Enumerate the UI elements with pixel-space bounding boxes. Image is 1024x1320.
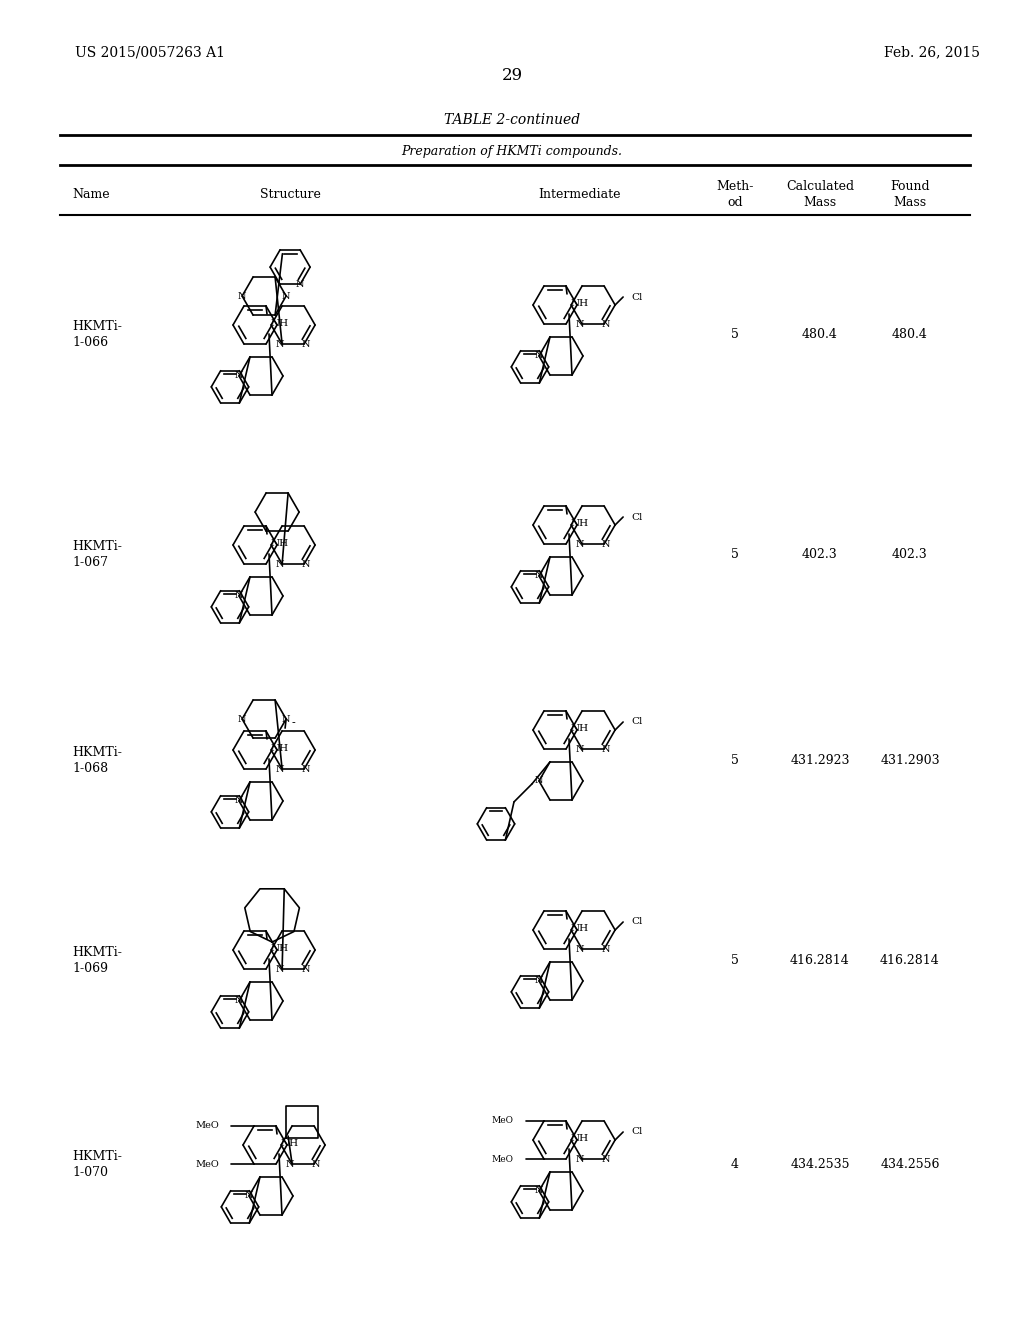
- Text: Cl: Cl: [631, 917, 642, 927]
- Text: NH: NH: [571, 1134, 589, 1143]
- Text: N: N: [575, 945, 585, 953]
- Text: Preparation of HKMTi compounds.: Preparation of HKMTi compounds.: [401, 145, 623, 158]
- Text: N: N: [312, 1159, 321, 1168]
- Text: N: N: [282, 714, 291, 723]
- Text: N: N: [302, 764, 310, 774]
- Text: od: od: [727, 197, 742, 210]
- Text: HKMTi-: HKMTi-: [72, 746, 122, 759]
- Text: Mass: Mass: [893, 197, 927, 210]
- Text: N: N: [302, 560, 310, 569]
- Text: 431.2923: 431.2923: [791, 754, 850, 767]
- Text: 480.4: 480.4: [892, 329, 928, 342]
- Text: Feb. 26, 2015: Feb. 26, 2015: [884, 45, 980, 59]
- Text: Found: Found: [890, 181, 930, 194]
- Text: 1-069: 1-069: [72, 961, 108, 974]
- Text: 434.2556: 434.2556: [881, 1159, 940, 1172]
- Text: N: N: [602, 744, 610, 754]
- Text: 5: 5: [731, 329, 739, 342]
- Text: MeO: MeO: [196, 1122, 219, 1130]
- Text: N: N: [234, 997, 244, 1006]
- Text: HKMTi-: HKMTi-: [72, 540, 122, 553]
- Text: 1-067: 1-067: [72, 557, 108, 569]
- Text: 402.3: 402.3: [892, 549, 928, 561]
- Text: Cl: Cl: [631, 293, 642, 301]
- Text: 1-068: 1-068: [72, 762, 109, 775]
- Text: 5: 5: [731, 549, 739, 561]
- Text: N: N: [575, 540, 585, 549]
- Text: 480.4: 480.4: [802, 329, 838, 342]
- Text: NH: NH: [271, 540, 289, 548]
- Text: 416.2814: 416.2814: [880, 953, 940, 966]
- Text: HKMTi-: HKMTi-: [72, 1151, 122, 1163]
- Text: TABLE 2-continued: TABLE 2-continued: [444, 114, 580, 127]
- Text: N: N: [238, 714, 247, 723]
- Text: US 2015/0057263 A1: US 2015/0057263 A1: [75, 45, 225, 59]
- Text: N: N: [535, 776, 544, 785]
- Text: MeO: MeO: [196, 1159, 219, 1168]
- Text: 416.2814: 416.2814: [791, 953, 850, 966]
- Text: N: N: [275, 965, 285, 974]
- Text: N: N: [238, 292, 247, 301]
- Text: N: N: [234, 591, 244, 601]
- Text: Cl: Cl: [631, 512, 642, 521]
- Text: N: N: [575, 1155, 585, 1163]
- Text: N: N: [535, 351, 544, 360]
- Text: 29: 29: [502, 66, 522, 83]
- Text: 5: 5: [731, 754, 739, 767]
- Text: 1-066: 1-066: [72, 337, 109, 350]
- Text: N: N: [602, 540, 610, 549]
- Text: Cl: Cl: [631, 1127, 642, 1137]
- Text: N: N: [535, 1187, 544, 1196]
- Text: NH: NH: [271, 944, 289, 953]
- Text: 434.2535: 434.2535: [791, 1159, 850, 1172]
- Text: N: N: [245, 1192, 253, 1200]
- Text: N: N: [234, 371, 244, 380]
- Text: N: N: [286, 1159, 294, 1168]
- Text: N: N: [535, 977, 544, 986]
- Text: Meth-: Meth-: [717, 181, 754, 194]
- Text: N: N: [234, 796, 244, 805]
- Text: Structure: Structure: [259, 189, 321, 202]
- Text: 1-070: 1-070: [72, 1167, 108, 1180]
- Text: 5: 5: [731, 953, 739, 966]
- Text: N: N: [275, 764, 285, 774]
- Text: MeO: MeO: [492, 1117, 514, 1126]
- Text: N: N: [602, 319, 610, 329]
- Text: NH: NH: [571, 300, 589, 309]
- Text: N: N: [302, 339, 310, 348]
- Text: HKMTi-: HKMTi-: [72, 945, 122, 958]
- Text: Cl: Cl: [631, 718, 642, 726]
- Text: NH: NH: [571, 725, 589, 734]
- Text: -: -: [291, 718, 295, 729]
- Text: NH: NH: [271, 319, 289, 329]
- Text: N: N: [535, 572, 544, 581]
- Text: N: N: [275, 560, 285, 569]
- Text: N: N: [602, 1155, 610, 1163]
- Text: N: N: [602, 945, 610, 953]
- Text: NH: NH: [271, 744, 289, 754]
- Text: Calculated: Calculated: [786, 181, 854, 194]
- Text: Intermediate: Intermediate: [539, 189, 622, 202]
- Text: NH: NH: [571, 924, 589, 933]
- Text: 4: 4: [731, 1159, 739, 1172]
- Text: N: N: [575, 744, 585, 754]
- Text: NH: NH: [281, 1139, 299, 1148]
- Text: MeO: MeO: [492, 1155, 514, 1163]
- Text: N: N: [302, 965, 310, 974]
- Text: 431.2903: 431.2903: [881, 754, 940, 767]
- Text: N: N: [282, 292, 291, 301]
- Text: 402.3: 402.3: [802, 549, 838, 561]
- Text: N: N: [275, 339, 285, 348]
- Text: N: N: [296, 280, 304, 289]
- Text: Mass: Mass: [804, 197, 837, 210]
- Text: Name: Name: [72, 189, 110, 202]
- Text: NH: NH: [571, 520, 589, 528]
- Text: N: N: [575, 319, 585, 329]
- Text: HKMTi-: HKMTi-: [72, 321, 122, 334]
